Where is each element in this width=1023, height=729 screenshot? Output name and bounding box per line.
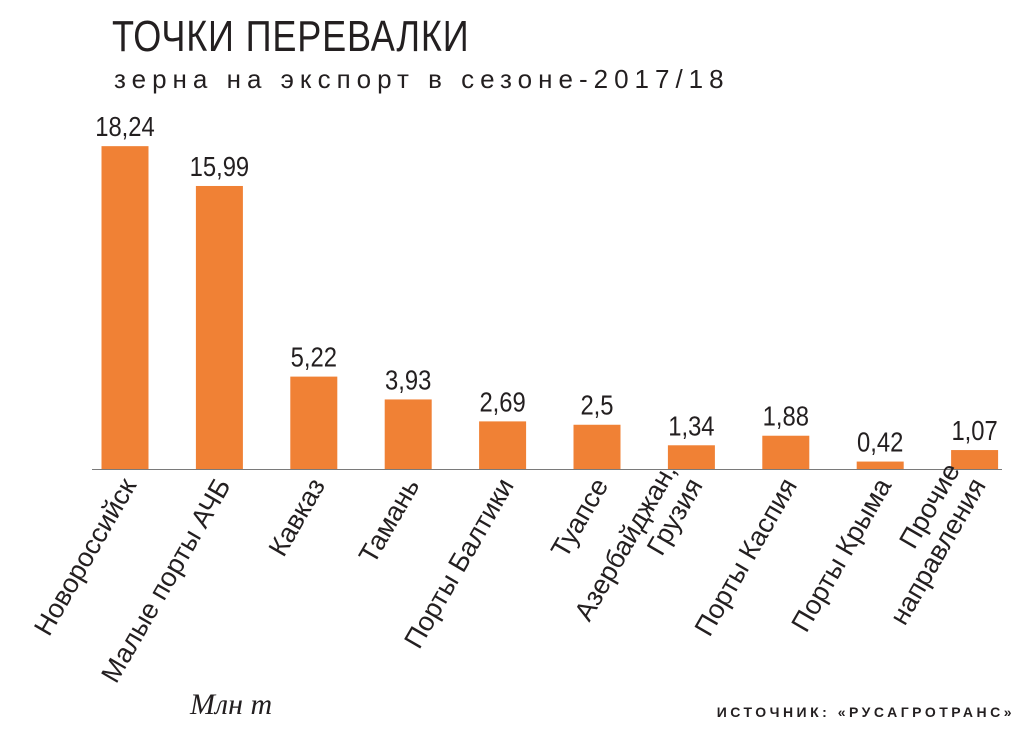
bar (951, 450, 999, 469)
bar (479, 421, 527, 469)
value-label: 5,22 (291, 341, 337, 373)
value-label: 1,34 (668, 409, 714, 441)
category-label-line: Порты Каспия (689, 473, 803, 641)
bar (667, 445, 715, 469)
value-label: 3,93 (385, 364, 431, 396)
value-label: 18,24 (95, 110, 155, 142)
value-label: 1,88 (763, 400, 809, 432)
value-labels-group: 18,24 15,99 5,22 3,93 2,69 2,5 1,34 1,88 0,42 1,0… (95, 110, 998, 458)
source-label: ИСТОЧНИК: (716, 704, 831, 720)
value-label: 0,42 (857, 426, 903, 458)
source-note: ИСТОЧНИК: «РУСАГРОТРАНС» (717, 704, 1015, 720)
bar (762, 435, 810, 469)
value-label: 2,69 (479, 386, 525, 418)
value-label: 2,5 (580, 389, 613, 421)
category-label: Новороссийск (28, 473, 142, 641)
bar (573, 424, 621, 469)
category-label-line: Порты Крыма (785, 472, 897, 637)
category-label-line: Новороссийск (28, 473, 142, 641)
category-label: Порты Каспия (689, 473, 803, 641)
bar (101, 146, 149, 470)
value-label: 15,99 (190, 150, 250, 182)
bars-group (101, 146, 999, 470)
bar (856, 461, 904, 469)
chart-title: ТОЧКИ ПЕРЕВАЛКИ (112, 12, 470, 61)
unit-label: Млн т (190, 688, 273, 721)
category-label-line: Тамань (353, 473, 425, 568)
category-label: Кавказ (263, 473, 331, 561)
bar (195, 185, 243, 470)
category-label-line: Кавказ (263, 473, 331, 561)
chart-subtitle: зерна на экспорт в сезоне-2017/18 (114, 64, 730, 94)
value-label: 1,07 (951, 414, 997, 446)
category-label: Порты Крыма (785, 472, 897, 637)
bar (384, 399, 432, 469)
bar (290, 376, 338, 469)
category-label: Тамань (353, 473, 425, 568)
source-name: «РУСАГРОТРАНС» (837, 704, 1015, 720)
